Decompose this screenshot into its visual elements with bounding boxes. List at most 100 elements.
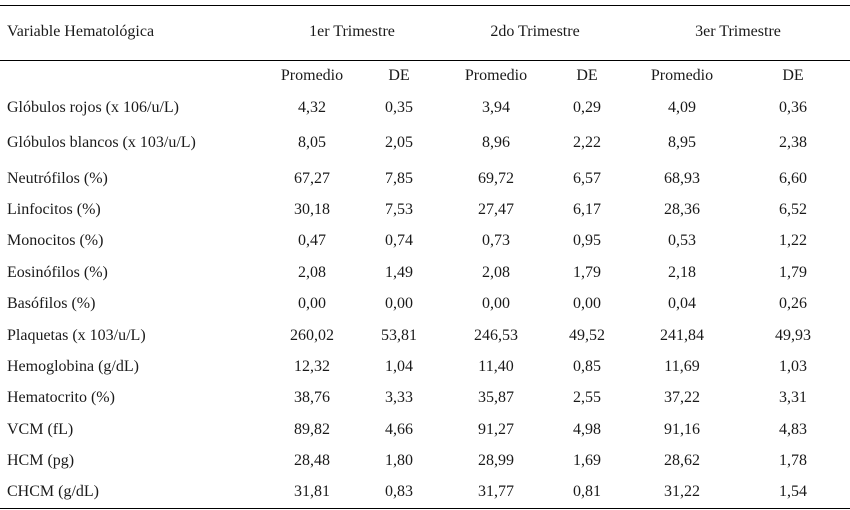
row-value: 28,48 (294, 452, 330, 469)
subheader-promedio: Promedio (464, 67, 528, 84)
row-value: 67,27 (294, 170, 330, 187)
row-value: 2,08 (482, 264, 510, 281)
row-value: 0,85 (573, 358, 601, 375)
row-value: 6,52 (779, 201, 807, 218)
row-label: Hematocrito (%) (7, 389, 115, 406)
row-value: 1,69 (573, 452, 601, 469)
row-value: 2,08 (298, 264, 326, 281)
row-value: 0,00 (298, 295, 326, 312)
row-label: Basófilos (%) (7, 295, 96, 312)
row-value: 4,09 (668, 99, 696, 116)
row-value: 4,66 (385, 421, 413, 438)
row-value: 89,82 (294, 421, 330, 438)
row-value: 28,99 (478, 452, 514, 469)
row-label: Glóbulos blancos (x 103/u/L) (7, 134, 196, 151)
row-value: 0,26 (779, 295, 807, 312)
row-value: 2,38 (779, 134, 807, 151)
row-label: Eosinófilos (%) (7, 264, 108, 281)
row-value: 0,29 (573, 99, 601, 116)
row-value: 91,27 (478, 421, 514, 438)
row-value: 38,76 (294, 389, 330, 406)
row-value: 1,04 (385, 358, 413, 375)
header-rule (0, 60, 850, 61)
row-value: 2,05 (385, 134, 413, 151)
row-value: 31,77 (478, 483, 514, 500)
row-value: 0,95 (573, 232, 601, 249)
row-value: 0,04 (668, 295, 696, 312)
subheader-promedio: Promedio (650, 67, 714, 84)
row-label: Neutrófilos (%) (7, 170, 108, 187)
row-value: 11,40 (478, 358, 514, 375)
row-value: 31,81 (294, 483, 330, 500)
row-value: 1,80 (385, 452, 413, 469)
row-value: 4,32 (298, 99, 326, 116)
row-label: Plaquetas (x 103/u/L) (7, 327, 146, 344)
row-value: 3,31 (779, 389, 807, 406)
row-value: 6,60 (779, 170, 807, 187)
row-value: 2,18 (668, 264, 696, 281)
row-value: 1,78 (779, 452, 807, 469)
row-label: Monocitos (%) (7, 232, 104, 249)
row-value: 0,00 (482, 295, 510, 312)
subheader-de: DE (388, 67, 410, 84)
row-value: 4,98 (573, 421, 601, 438)
row-value: 30,18 (294, 201, 330, 218)
row-value: 68,93 (664, 170, 700, 187)
row-value: 8,95 (668, 134, 696, 151)
row-label: Linfocitos (%) (7, 201, 101, 218)
row-value: 1,79 (779, 264, 807, 281)
row-value: 7,85 (385, 170, 413, 187)
row-value: 3,94 (482, 99, 510, 116)
row-value: 2,55 (573, 389, 601, 406)
header-group-3: 3er Trimestre (695, 23, 781, 40)
top-rule (0, 5, 850, 6)
row-label: Hemoglobina (g/dL) (7, 358, 139, 375)
row-value: 12,32 (294, 358, 330, 375)
row-value: 0,81 (573, 483, 601, 500)
row-value: 4,83 (779, 421, 807, 438)
row-value: 246,53 (474, 327, 518, 344)
row-value: 31,22 (664, 483, 700, 500)
row-value: 8,96 (482, 134, 510, 151)
header-group-1: 1er Trimestre (309, 23, 395, 40)
row-value: 69,72 (478, 170, 514, 187)
row-value: 1,49 (385, 264, 413, 281)
row-value: 1,03 (779, 358, 807, 375)
row-value: 37,22 (664, 389, 700, 406)
row-label: HCM (pg) (7, 452, 75, 469)
row-value: 0,74 (385, 232, 413, 249)
row-value: 0,00 (573, 295, 601, 312)
row-value: 241,84 (660, 327, 704, 344)
row-value: 0,73 (482, 232, 510, 249)
subheader-de: DE (782, 67, 804, 84)
row-value: 91,16 (664, 421, 700, 438)
bottom-rule (0, 508, 850, 509)
row-value: 1,54 (779, 483, 807, 500)
row-value: 6,57 (573, 170, 601, 187)
row-value: 3,33 (385, 389, 413, 406)
row-value: 260,02 (290, 327, 334, 344)
row-value: 1,79 (573, 264, 601, 281)
row-value: 49,52 (569, 327, 605, 344)
row-value: 0,00 (385, 295, 413, 312)
row-value: 27,47 (478, 201, 514, 218)
row-value: 28,62 (664, 452, 700, 469)
subheader-de: DE (576, 67, 598, 84)
row-value: 0,35 (385, 99, 413, 116)
header-group-2: 2do Trimestre (490, 23, 580, 40)
row-value: 0,53 (668, 232, 696, 249)
row-value: 0,47 (298, 232, 326, 249)
row-label: CHCM (g/dL) (7, 483, 99, 500)
row-label: Glóbulos rojos (x 106/u/L) (7, 99, 179, 116)
subheader-promedio: Promedio (280, 67, 344, 84)
row-value: 28,36 (664, 201, 700, 218)
row-label: VCM (fL) (7, 421, 74, 438)
row-value: 2,22 (573, 134, 601, 151)
header-variable: Variable Hematológica (7, 23, 155, 40)
row-value: 6,17 (573, 201, 601, 218)
row-value: 49,93 (775, 327, 811, 344)
row-value: 8,05 (298, 134, 326, 151)
row-value: 0,83 (385, 483, 413, 500)
row-value: 1,22 (779, 232, 807, 249)
row-value: 11,69 (664, 358, 700, 375)
